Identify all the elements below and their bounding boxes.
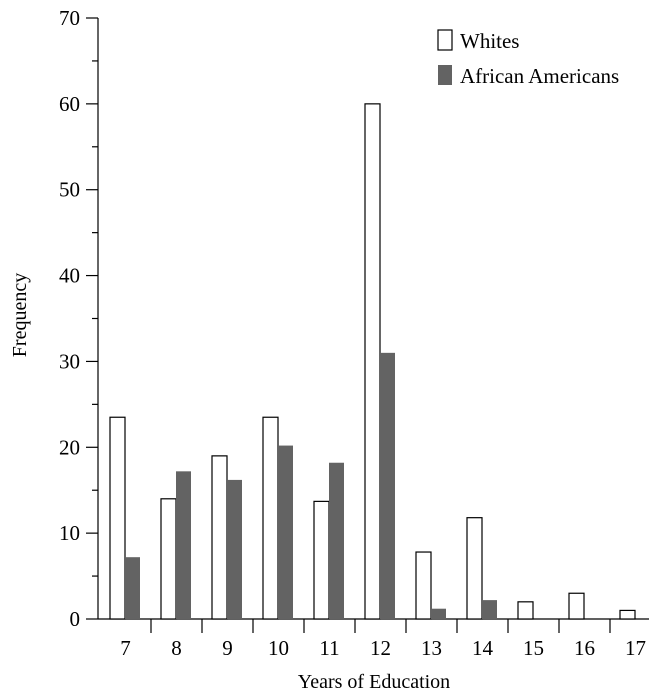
bar-whites-9 bbox=[211, 455, 228, 620]
bar-african-americans-9 bbox=[227, 479, 242, 619]
bar-african-americans-13 bbox=[431, 608, 446, 619]
bar-african-americans-14 bbox=[482, 600, 497, 619]
bar-african-americans-8 bbox=[176, 471, 191, 619]
legend-label-african-americans: African Americans bbox=[460, 64, 619, 88]
x-tick-label: 10 bbox=[268, 636, 289, 660]
bar-whites-14 bbox=[466, 517, 483, 620]
bar-whites-7 bbox=[109, 416, 126, 620]
x-axis-label: Years of Education bbox=[298, 671, 450, 693]
x-tick-label: 14 bbox=[472, 636, 494, 660]
bar-african-americans-10 bbox=[278, 445, 293, 619]
bar-whites-17 bbox=[619, 609, 636, 620]
bar-whites-13 bbox=[415, 551, 432, 620]
y-tick-label: 60 bbox=[59, 92, 80, 116]
y-tick-label: 50 bbox=[59, 178, 80, 202]
legend-swatch-african-americans bbox=[438, 65, 452, 85]
y-tick-label: 40 bbox=[59, 264, 80, 288]
y-tick-label: 10 bbox=[59, 521, 80, 545]
bars bbox=[109, 103, 636, 620]
axes: 0 10 20 30 40 50 60 70 7 8 9 10 11 12 13 14 15 16 17 bbox=[59, 6, 649, 660]
legend-label-whites: Whites bbox=[460, 29, 519, 53]
bar-whites-12 bbox=[364, 103, 381, 620]
y-axis-label: Frequency bbox=[9, 273, 31, 357]
x-tick-label: 15 bbox=[523, 636, 544, 660]
bar-african-americans-7 bbox=[125, 557, 140, 619]
y-tick-label: 20 bbox=[59, 435, 80, 459]
x-tick-label: 9 bbox=[222, 636, 233, 660]
bar-whites-11 bbox=[313, 500, 330, 620]
bar-african-americans-12 bbox=[380, 352, 395, 619]
legend: Whites African Americans bbox=[437, 29, 619, 88]
y-tick-label: 30 bbox=[59, 349, 80, 373]
x-tick-label: 13 bbox=[421, 636, 442, 660]
x-tick-label: 11 bbox=[319, 636, 339, 660]
bar-whites-15 bbox=[517, 601, 534, 620]
y-tick-label: 0 bbox=[70, 607, 81, 631]
bar-african-americans-11 bbox=[329, 462, 344, 619]
bar-whites-10 bbox=[262, 416, 279, 620]
x-tick-label: 7 bbox=[120, 636, 131, 660]
x-tick-label: 16 bbox=[574, 636, 595, 660]
bar-whites-16 bbox=[568, 592, 585, 620]
x-tick-label: 12 bbox=[370, 636, 391, 660]
x-tick-label: 17 bbox=[625, 636, 646, 660]
legend-swatch-whites bbox=[437, 29, 453, 51]
y-tick-label: 70 bbox=[59, 6, 80, 30]
x-tick-label: 8 bbox=[171, 636, 182, 660]
bar-whites-8 bbox=[160, 498, 177, 620]
